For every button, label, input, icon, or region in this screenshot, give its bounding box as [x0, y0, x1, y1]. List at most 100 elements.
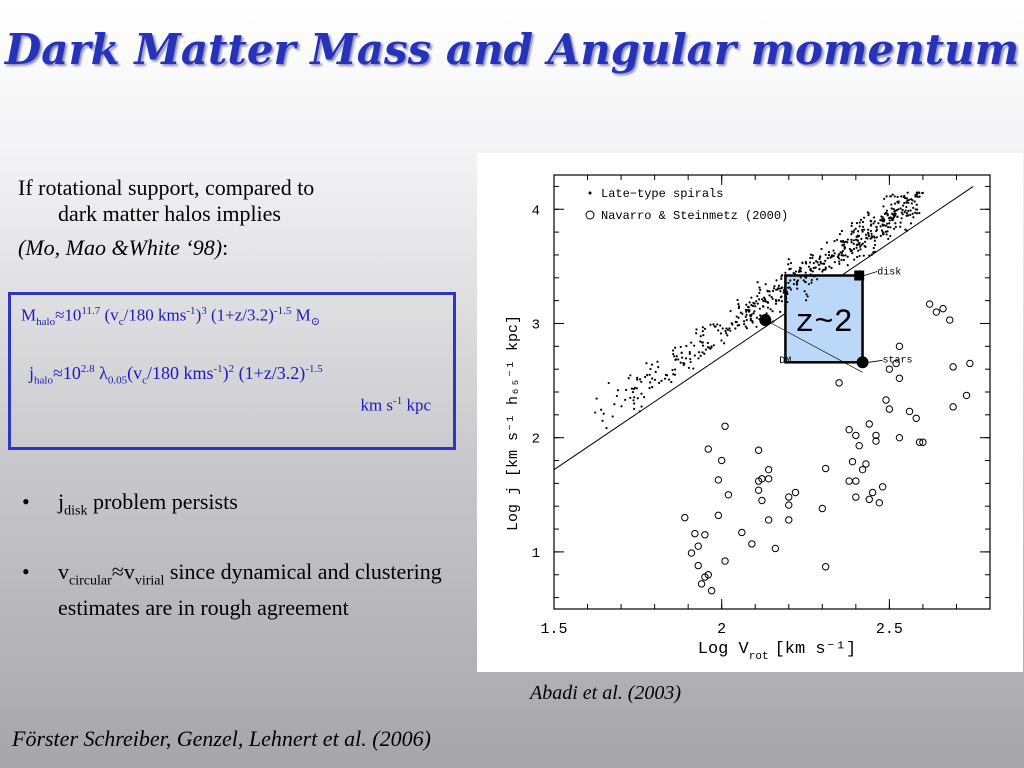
spiral-point [918, 195, 921, 198]
z2-highlight-box [784, 274, 864, 364]
spiral-point [670, 380, 673, 384]
sun-icon: ⊙ [310, 316, 320, 329]
spiral-point [724, 329, 727, 333]
spiral-point [719, 332, 723, 335]
spiral-point [833, 252, 836, 255]
spiral-point [905, 212, 909, 215]
spiral-point [799, 267, 803, 270]
spiral-point [901, 208, 904, 212]
spiral-point [784, 271, 787, 274]
spiral-point [660, 379, 663, 382]
spiral-point [807, 283, 811, 286]
spiral-point [804, 260, 807, 263]
spiral-point [717, 329, 720, 332]
spiral-point [830, 254, 834, 257]
ns-point [835, 379, 843, 387]
vc-open: (v [127, 363, 143, 383]
ns-point [785, 501, 793, 509]
spiral-point [846, 238, 849, 241]
spiral-point [897, 208, 900, 211]
spiral-point [820, 247, 823, 251]
spiral-point [631, 391, 635, 394]
spiral-point [747, 305, 750, 309]
ns-point [885, 365, 894, 373]
spiral-point [867, 214, 870, 217]
spiral-point [909, 209, 912, 212]
ns-point [845, 477, 853, 485]
spiral-point [879, 234, 882, 237]
bullet-rest: since dynamical and clustering estimates… [58, 559, 442, 621]
spiral-point [706, 341, 709, 345]
ns-point [895, 433, 904, 442]
spiral-point [827, 250, 831, 254]
figure-caption: Abadi et al. (2003) [530, 682, 682, 704]
spiral-point [809, 273, 812, 276]
stars-label: stars [883, 355, 913, 366]
spiral-point [783, 286, 786, 289]
spiral-point [866, 237, 869, 240]
spiral-point [915, 212, 919, 215]
spiral-point [771, 289, 775, 293]
spiral-point [773, 285, 776, 288]
spiral-point [862, 254, 865, 257]
spiral-point [892, 207, 895, 211]
spiral-point [828, 253, 831, 257]
spiral-point [675, 355, 678, 358]
spiral-point [860, 243, 863, 247]
scatter-figure: z~2 disk stars DM 1.5 2 2.5 1 2 3 4 Late−type spi… [477, 153, 1023, 672]
spiral-point [857, 249, 860, 252]
spiral-point [841, 244, 844, 247]
spiral-point [627, 377, 630, 380]
spiral-point [764, 298, 767, 302]
spiral-point [719, 324, 722, 327]
spiral-point [689, 357, 692, 361]
spiral-point [885, 209, 889, 212]
ns-point [724, 491, 733, 499]
spiral-point [867, 228, 870, 231]
spiral-point [885, 195, 888, 198]
spiral-point [848, 247, 851, 251]
spiral-point [872, 246, 875, 250]
spiral-point [657, 366, 660, 369]
citation-colon: : [222, 235, 229, 260]
spiral-point [864, 233, 868, 236]
spiral-point [889, 234, 892, 238]
spiral-point [744, 325, 747, 328]
spiral-point [693, 354, 696, 357]
spiral-point [875, 225, 878, 228]
ns-point [895, 374, 904, 382]
spiral-point [816, 278, 819, 281]
spiral-point [674, 346, 677, 349]
spiral-point [837, 257, 841, 260]
ns-point [721, 422, 729, 430]
spiral-point [863, 216, 866, 219]
spiral-point [758, 291, 761, 295]
ns-point [738, 528, 746, 537]
spiral-point [869, 229, 872, 233]
spiral-point [883, 197, 886, 200]
spiral-point [644, 375, 647, 379]
ns-point [748, 540, 756, 548]
ns-point [845, 425, 853, 434]
spiral-point [648, 373, 651, 376]
spiral-point [830, 266, 833, 270]
ns-point [875, 499, 884, 507]
spiral-point [899, 221, 902, 224]
spiral-point [889, 195, 893, 198]
spiral-point [600, 408, 603, 411]
spiral-point [863, 244, 866, 248]
spiral-point [758, 307, 761, 310]
spiral-point [913, 200, 916, 203]
spiral-point [755, 300, 758, 303]
spiral-point [633, 396, 636, 399]
spiral-point [772, 287, 776, 290]
disk-subscript: disk [64, 503, 88, 519]
spiral-point [620, 405, 623, 408]
spiral-point [785, 297, 788, 300]
spiral-point [810, 253, 813, 256]
jhalo-formula: jhalo≈102.8 λ0.05(vc/180 kms-1)2 (1+z/3.… [29, 363, 323, 387]
ns-point [848, 457, 857, 466]
ns-point [721, 557, 729, 565]
spiral-point [737, 303, 740, 306]
ns-point [925, 300, 934, 308]
